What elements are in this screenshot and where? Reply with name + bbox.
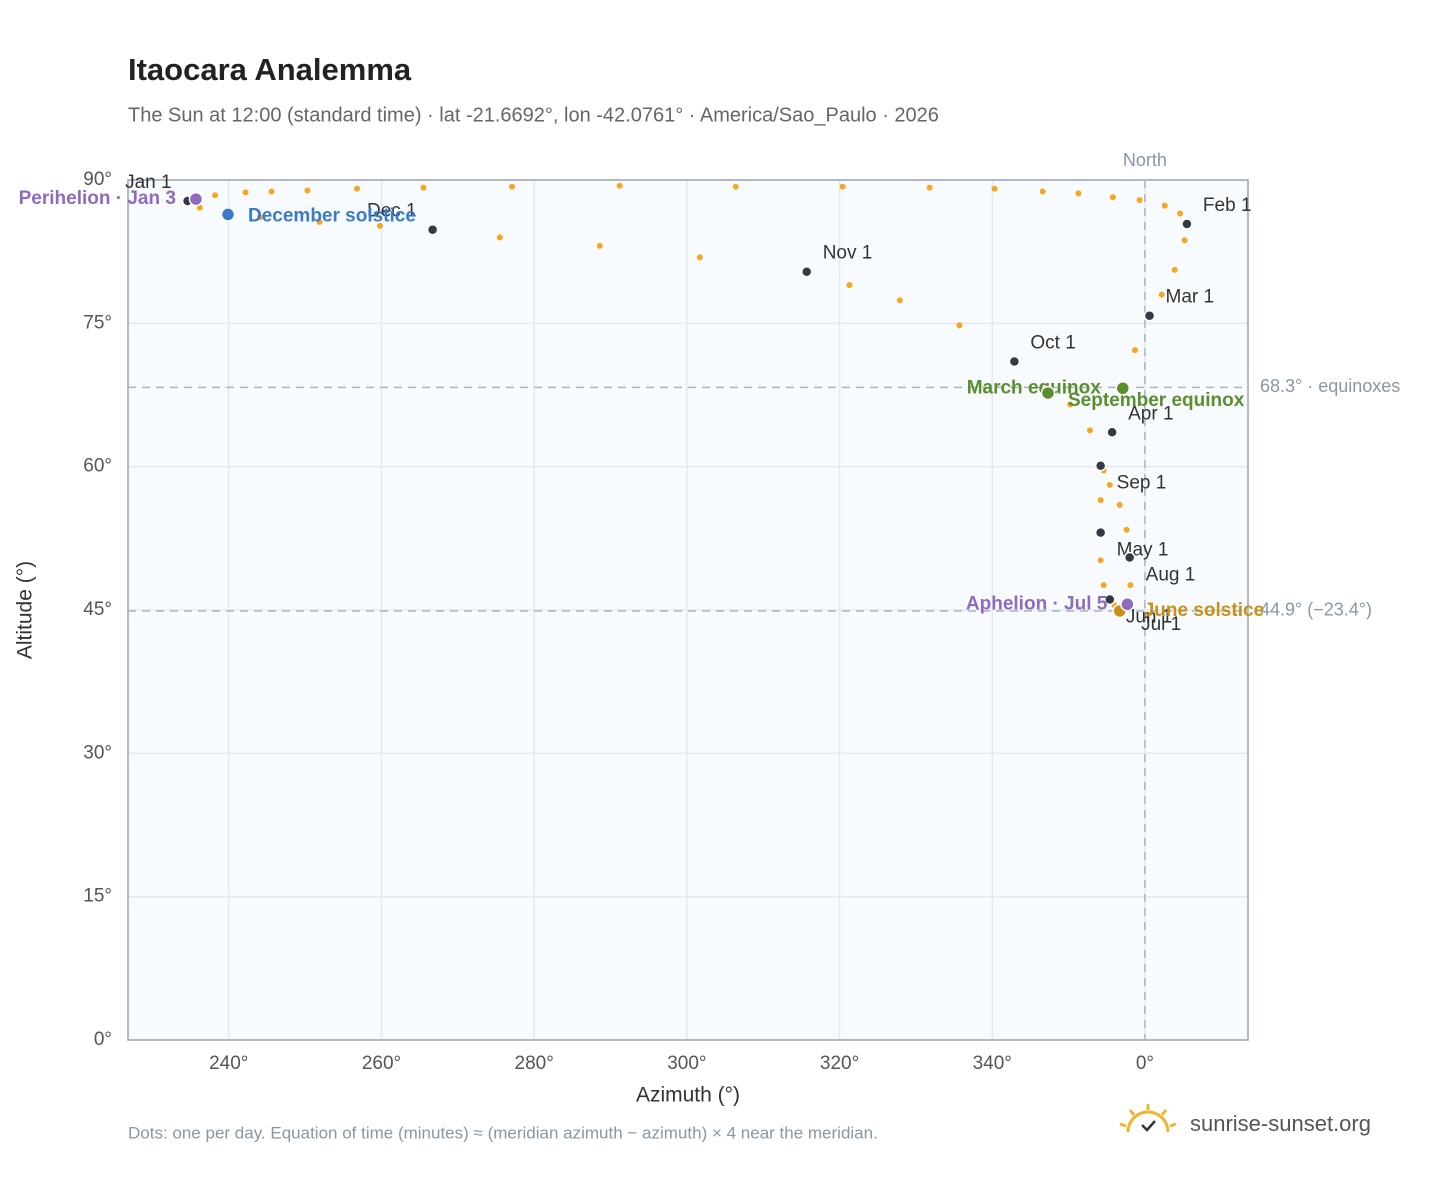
- month-marker: [1123, 551, 1136, 564]
- month-marker: [800, 265, 813, 278]
- month-marker: [1094, 459, 1107, 472]
- day-dot: [616, 182, 623, 189]
- day-dot: [1086, 427, 1093, 434]
- day-dot: [596, 242, 603, 249]
- chart-subtitle: The Sun at 12:00 (standard time) · lat -…: [128, 104, 939, 126]
- x-tick-label: 240°: [209, 1053, 248, 1074]
- day-dot: [496, 234, 503, 241]
- x-tick-label: 300°: [667, 1053, 706, 1074]
- y-tick-label: 75°: [83, 312, 112, 333]
- month-label: Mar 1: [1166, 287, 1215, 308]
- day-dot: [1039, 188, 1046, 195]
- day-dot: [1100, 582, 1107, 589]
- event-label: September equinox: [1068, 390, 1245, 411]
- y-tick-label: 0°: [94, 1029, 112, 1050]
- month-marker: [426, 223, 439, 236]
- day-dot: [304, 187, 311, 194]
- y-tick-label: 60°: [83, 456, 112, 477]
- event-marker: [188, 191, 204, 207]
- event-label: March equinox: [967, 377, 1102, 398]
- y-tick-label: 15°: [83, 886, 112, 907]
- day-dot: [1067, 401, 1074, 408]
- month-marker: [1094, 526, 1107, 539]
- month-marker: [1181, 218, 1193, 230]
- day-dot: [1132, 347, 1139, 354]
- day-dot: [1109, 194, 1116, 201]
- plot-border: [127, 179, 1249, 1041]
- day-dot: [354, 185, 361, 192]
- day-dot: [1177, 210, 1184, 217]
- month-marker: [1106, 426, 1118, 439]
- month-label: Nov 1: [823, 243, 873, 264]
- event-label: June solstice: [1144, 600, 1264, 621]
- day-dot: [268, 188, 275, 195]
- day-dot: [509, 183, 516, 190]
- x-tick-label: 0°: [1136, 1053, 1154, 1074]
- day-dot: [696, 254, 703, 261]
- event-label: Aphelion · Jul 5: [966, 593, 1108, 614]
- day-dot: [1116, 501, 1123, 508]
- month-label: Aug 1: [1146, 564, 1196, 585]
- y-axis-label: Altitude (°): [14, 561, 37, 659]
- month-label: Jul 1: [1141, 614, 1181, 635]
- month-marker: [1008, 355, 1021, 368]
- reference-label: 44.9° (−23.4°): [1260, 600, 1372, 620]
- note: Dots: one per day. Equation of time (min…: [128, 1123, 878, 1142]
- month-label: Oct 1: [1030, 333, 1075, 354]
- event-marker: [1040, 385, 1056, 401]
- month-marker: [1104, 593, 1116, 606]
- event-label: December solstice: [248, 205, 416, 226]
- day-dot: [1127, 582, 1134, 589]
- day-dot: [1123, 526, 1130, 533]
- day-dot: [846, 282, 853, 289]
- month-label: Jan 1: [125, 172, 171, 193]
- x-axis-label: Azimuth (°): [636, 1084, 740, 1107]
- north-label: North: [1123, 150, 1167, 170]
- event-label: Perihelion · Jan 3: [19, 188, 176, 209]
- day-dot: [732, 183, 739, 190]
- x-tick-label: 280°: [515, 1053, 554, 1074]
- day-dot: [1171, 266, 1178, 273]
- chart-title: Itaocara Analemma: [128, 52, 412, 87]
- day-dot: [956, 322, 963, 329]
- month-label: Dec 1: [367, 201, 417, 222]
- day-dot: [1136, 197, 1143, 204]
- y-tick-label: 90°: [83, 169, 112, 190]
- logo-icon: [1119, 1104, 1177, 1133]
- month-label: Feb 1: [1203, 195, 1252, 216]
- day-dot: [420, 184, 427, 191]
- day-dot: [1161, 202, 1168, 209]
- month-label: Sep 1: [1117, 473, 1167, 494]
- day-dot: [1097, 557, 1104, 564]
- day-dot: [1181, 237, 1188, 244]
- day-dot: [991, 185, 998, 192]
- day-dot: [1106, 481, 1113, 488]
- day-dot: [839, 183, 846, 190]
- y-tick-label: 30°: [83, 742, 112, 763]
- day-dot: [376, 222, 383, 229]
- day-dot: [896, 297, 903, 304]
- day-dot: [1158, 291, 1165, 298]
- day-dot: [242, 189, 249, 196]
- day-dot: [212, 192, 219, 199]
- day-dot: [257, 214, 264, 221]
- month-marker: [1143, 309, 1156, 322]
- month-label: Jun 1: [1126, 607, 1172, 628]
- day-dot: [1097, 497, 1104, 504]
- day-dot: [1075, 190, 1082, 197]
- day-dot: [196, 204, 203, 211]
- day-dot: [316, 219, 323, 226]
- month-label: Apr 1: [1128, 403, 1173, 424]
- x-tick-label: 340°: [973, 1053, 1012, 1074]
- event-marker: [220, 207, 236, 222]
- reference-label: 68.3° · equinoxes: [1260, 376, 1400, 396]
- x-tick-label: 320°: [820, 1053, 859, 1074]
- y-tick-label: 45°: [83, 599, 112, 620]
- x-tick-label: 260°: [362, 1053, 401, 1074]
- day-dot: [926, 184, 933, 191]
- event-marker: [1120, 597, 1135, 612]
- brand: sunrise-sunset.org: [1190, 1111, 1371, 1136]
- event-marker: [1115, 381, 1131, 396]
